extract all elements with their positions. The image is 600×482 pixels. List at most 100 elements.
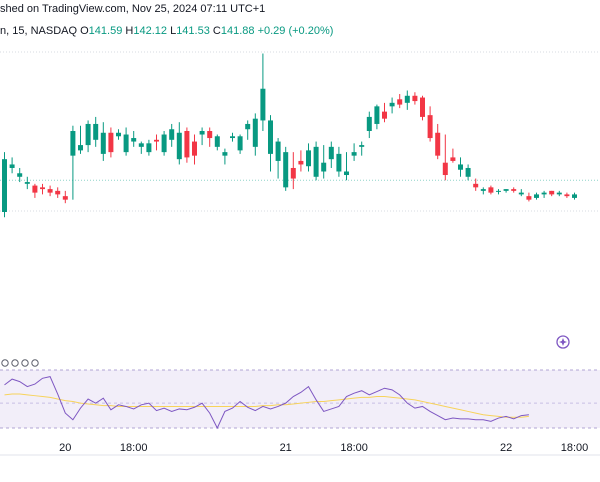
candle-body — [123, 134, 129, 153]
xaxis-label: 18:00 — [340, 442, 368, 454]
candle-body — [306, 150, 311, 167]
candle-body — [70, 131, 76, 156]
candle-body — [473, 183, 479, 188]
candle-body — [336, 153, 342, 172]
candle-body — [404, 95, 410, 103]
candle-body — [344, 171, 349, 176]
xaxis-label: 21 — [280, 442, 292, 454]
candle-body — [100, 132, 106, 154]
candle-body — [252, 118, 258, 147]
candle-body — [78, 145, 83, 151]
high-label: H — [125, 25, 134, 37]
candle-body — [534, 194, 539, 198]
xaxis-label: 22 — [500, 442, 512, 454]
candle-body — [359, 145, 365, 147]
candle-body — [116, 132, 121, 137]
candle-body — [146, 143, 152, 153]
candle-body — [382, 111, 387, 119]
candle-body — [275, 141, 281, 161]
low-label: L — [170, 25, 177, 37]
symbol-label: n, 15, NASDAQ — [0, 25, 78, 37]
change-value: +0.29 (+0.20%) — [257, 25, 334, 37]
more-icon[interactable] — [31, 359, 39, 367]
candle-body — [389, 102, 395, 107]
rsi-ma-line — [4, 393, 529, 418]
low-value: 141.53 — [176, 25, 210, 37]
published-caption: shed on TradingView.com, Nov 25, 2024 07… — [0, 3, 266, 15]
candle-body — [214, 136, 220, 147]
add-indicator-icon[interactable] — [556, 335, 570, 349]
candle-body — [564, 194, 570, 197]
open-value: 141.59 — [88, 25, 123, 37]
code-icon[interactable] — [21, 359, 29, 367]
candle-body — [488, 187, 494, 193]
candle-body — [518, 192, 524, 195]
eye-icon[interactable] — [1, 359, 9, 367]
candle-body — [374, 106, 380, 124]
candle-body — [245, 123, 251, 130]
candle-body — [427, 115, 433, 139]
open-label: O — [80, 25, 89, 37]
candle-body — [549, 190, 555, 195]
candle-body — [321, 162, 327, 172]
candle-body — [85, 123, 91, 146]
candle-body — [351, 152, 357, 156]
candle-body — [24, 182, 30, 184]
candle-body — [230, 136, 235, 139]
candle-body — [511, 189, 517, 191]
close-value: 141.88 — [220, 25, 255, 37]
candle-body — [526, 196, 532, 200]
candle-body — [176, 132, 182, 160]
candle-body — [138, 143, 144, 147]
candle-body — [9, 164, 15, 168]
close-label: C — [212, 25, 221, 37]
candle-body — [207, 131, 213, 139]
candle-body — [161, 134, 167, 153]
candle-body — [541, 192, 547, 195]
candle-body — [450, 157, 456, 161]
candle-body — [108, 132, 114, 153]
candle-body — [222, 152, 228, 156]
candle-body — [503, 189, 509, 191]
candle-body — [237, 136, 243, 151]
candle-body — [420, 97, 425, 117]
candle-body — [366, 116, 372, 131]
candle-body — [17, 173, 23, 177]
high-value: 142.12 — [133, 25, 167, 37]
candle-body — [169, 129, 175, 140]
candle-body — [442, 162, 448, 176]
candle-body — [465, 167, 471, 177]
candle-body — [298, 160, 304, 165]
xaxis-label: 20 — [59, 442, 71, 454]
symbol-ohlc-legend: n, 15, NASDAQ O141.59 H142.12 L141.53 C1… — [0, 25, 333, 37]
candle-body — [480, 189, 486, 191]
candle-body — [435, 132, 441, 156]
candle-body — [154, 139, 159, 142]
candle-body — [199, 131, 205, 135]
candle-body — [458, 164, 463, 170]
candle-body — [496, 190, 501, 192]
candle-body — [2, 159, 7, 212]
candle-body — [184, 131, 190, 158]
candle-body — [55, 190, 61, 195]
candle-body — [131, 138, 137, 142]
rsi-band — [0, 370, 600, 428]
rsi-line — [4, 376, 529, 430]
candle-body — [283, 152, 289, 188]
candle-body — [397, 99, 403, 105]
candle-body — [62, 196, 68, 200]
candle-body — [328, 146, 334, 160]
candle-body — [40, 187, 45, 190]
candle-body — [93, 123, 99, 140]
candle-body — [260, 88, 266, 121]
candle-body — [412, 95, 418, 102]
xaxis-label: 18:00 — [561, 442, 589, 454]
candle-body — [556, 192, 562, 195]
candle-body — [268, 120, 273, 154]
xaxis-label: 18:00 — [120, 442, 148, 454]
candle-body — [32, 185, 38, 193]
candle-body — [47, 189, 53, 193]
candle-body — [290, 167, 296, 179]
gear-icon[interactable] — [11, 359, 19, 367]
